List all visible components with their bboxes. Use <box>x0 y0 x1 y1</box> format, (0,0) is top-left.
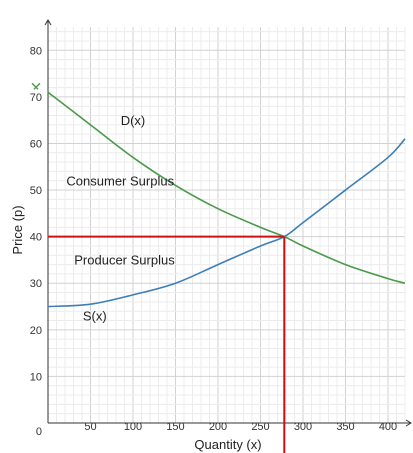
y-tick-label: 40 <box>30 232 42 244</box>
x-axis-arrow <box>405 419 412 427</box>
y-tick-label: 20 <box>30 325 42 337</box>
annotation-label: Producer Surplus <box>74 253 175 268</box>
annotations: D(x) Consumer Surplus Producer Surplus S(x) <box>66 113 175 324</box>
x-axis-title: Quantity (x) <box>194 437 261 452</box>
x-tick-label: 400 <box>379 421 397 433</box>
annotation-label: D(x) <box>121 113 146 128</box>
y-axis-arrow <box>44 19 52 26</box>
supply-curve <box>47 138 406 308</box>
x-tick-label: 200 <box>209 421 227 433</box>
y-tick-label: 30 <box>30 278 42 290</box>
series <box>31 82 406 308</box>
x-tick-label: 300 <box>294 421 312 433</box>
y-tick-label: 80 <box>30 45 42 57</box>
axes <box>44 19 412 427</box>
y-tick-label: 50 <box>30 185 42 197</box>
y-tick-label: 70 <box>30 92 42 104</box>
y-tick-label: 0 <box>36 426 42 438</box>
demand-curve-marker <box>31 82 41 90</box>
y-axis-title: Price (p) <box>10 205 25 254</box>
y-tick-label: 60 <box>30 138 42 150</box>
x-tick-label: 250 <box>251 421 269 433</box>
annotation-label: Consumer Surplus <box>66 173 174 188</box>
grid <box>47 27 406 424</box>
x-tick-label: 150 <box>166 421 184 433</box>
y-tick-label: 10 <box>30 371 42 383</box>
demand-curve <box>47 91 406 285</box>
x-tick-label: 50 <box>84 421 96 433</box>
x-tick-label: 350 <box>336 421 354 433</box>
equilibrium-lines <box>48 235 286 453</box>
tick-labels: 50 100 150 200 250 300 350 400 0 10 20 30 40 50 60 70 80 <box>30 45 397 438</box>
x-tick-label: 100 <box>124 421 142 433</box>
annotation-label: S(x) <box>83 309 107 324</box>
